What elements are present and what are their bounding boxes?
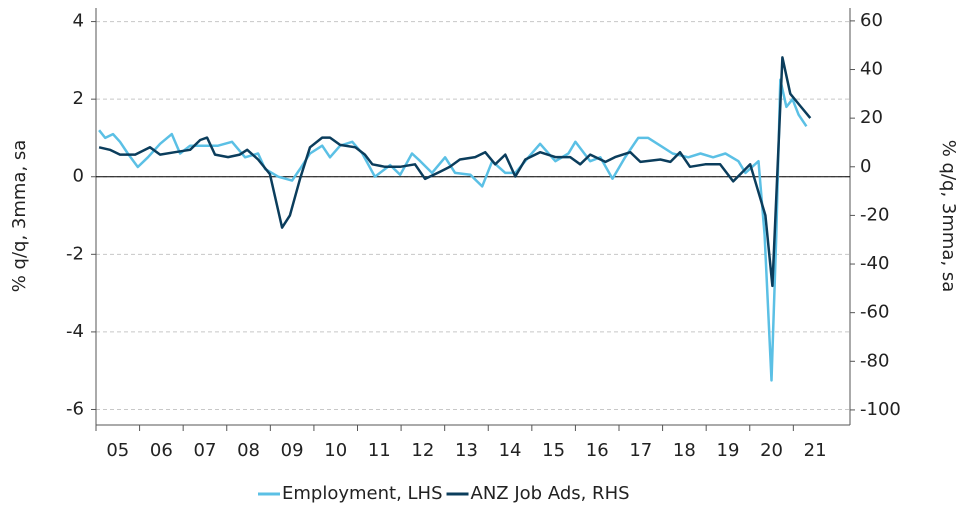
x-tick-label: 08 bbox=[237, 440, 260, 461]
y2-tick-label: -20 bbox=[860, 204, 889, 225]
x-tick-label: 09 bbox=[281, 440, 304, 461]
y-tick-label: -2 bbox=[66, 243, 84, 264]
y2-tick-label: 40 bbox=[860, 59, 883, 80]
x-tick-label: 10 bbox=[324, 440, 347, 461]
x-tick-label: 17 bbox=[629, 440, 652, 461]
x-tick-label: 07 bbox=[194, 440, 217, 461]
y2-tick-label: 0 bbox=[860, 156, 871, 177]
x-tick-label: 21 bbox=[804, 440, 827, 461]
y2-tick-label: -100 bbox=[860, 399, 901, 420]
legend-label: ANZ Job Ads, RHS bbox=[471, 483, 630, 504]
x-tick-label: 16 bbox=[586, 440, 609, 461]
x-tick-label: 19 bbox=[717, 440, 740, 461]
y-tick-label: -4 bbox=[66, 321, 84, 342]
y-tick-label: 0 bbox=[73, 166, 84, 187]
x-tick-label: 13 bbox=[455, 440, 478, 461]
y-tick-label: -6 bbox=[66, 398, 84, 419]
y-tick-label: 4 bbox=[73, 11, 84, 32]
x-tick-label: 06 bbox=[150, 440, 173, 461]
x-tick-label: 15 bbox=[542, 440, 565, 461]
x-tick-label: 05 bbox=[106, 440, 129, 461]
y2-tick-label: -60 bbox=[860, 302, 889, 323]
series-line bbox=[98, 78, 808, 382]
y-axis-label: % q/q, 3mma, sa bbox=[9, 140, 30, 293]
y2-axis-label: % q/q, 3mma, sa bbox=[938, 140, 959, 293]
y2-tick-label: -80 bbox=[860, 350, 889, 371]
series-line bbox=[98, 56, 812, 288]
x-tick-label: 20 bbox=[760, 440, 783, 461]
x-tick-label: 18 bbox=[673, 440, 696, 461]
x-tick-label: 11 bbox=[368, 440, 391, 461]
x-tick-label: 14 bbox=[499, 440, 522, 461]
y-tick-label: 2 bbox=[73, 88, 84, 109]
y2-tick-label: 60 bbox=[860, 10, 883, 31]
x-tick-label: 12 bbox=[411, 440, 434, 461]
legend-label: Employment, LHS bbox=[282, 483, 443, 504]
y2-tick-label: 20 bbox=[860, 107, 883, 128]
y2-tick-label: -40 bbox=[860, 253, 889, 274]
